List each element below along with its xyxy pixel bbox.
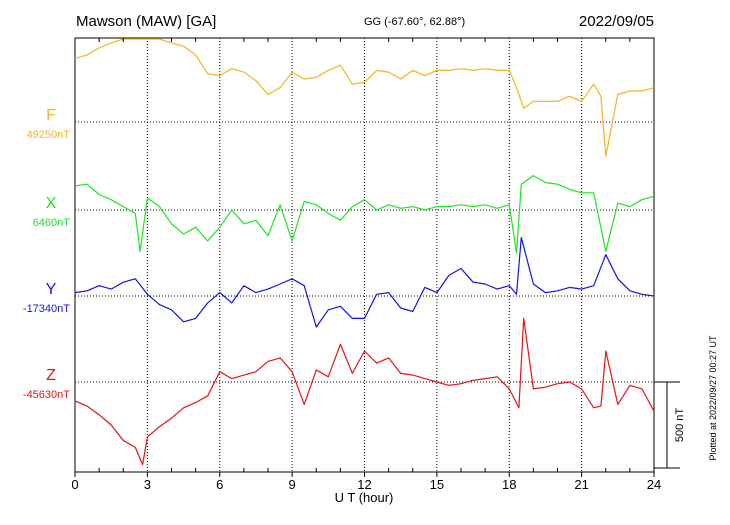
series-baseline-z: -45630nT: [23, 389, 70, 401]
series-name-y: Y: [46, 281, 57, 298]
series-baseline-f: 49250nT: [27, 129, 71, 141]
station-title: Mawson (MAW) [GA]: [76, 13, 216, 30]
coordinates-label: GG (-67.60°, 62.88°): [364, 16, 465, 28]
x-tick-label: 6: [216, 477, 223, 492]
date-label: 2022/09/05: [579, 13, 654, 30]
x-tick-label: 18: [502, 477, 516, 492]
x-tick-label: 15: [430, 477, 444, 492]
grid-lines: [146, 38, 583, 472]
series-line-f: [74, 38, 655, 157]
series-line-y: [74, 236, 655, 328]
series-name-f: F: [46, 107, 56, 124]
x-tick-label: 9: [289, 477, 296, 492]
x-tick-label: 0: [71, 477, 78, 492]
series-name-z: Z: [46, 367, 56, 384]
series-layer: [74, 38, 655, 466]
x-tick-label: 24: [647, 477, 661, 492]
series-labels: F 49250nT X 6460nT Y -17340nT Z -45630nT: [23, 107, 70, 401]
x-tick-label: 3: [144, 477, 151, 492]
scale-bar-label: 500 nT: [674, 408, 686, 443]
series-name-x: X: [46, 195, 57, 212]
x-tick-label: 21: [574, 477, 588, 492]
baseline-lines: [75, 121, 654, 383]
series-line-x: [74, 175, 655, 254]
series-baseline-y: -17340nT: [23, 303, 70, 315]
scale-bar: 500 nT: [654, 381, 686, 469]
x-axis-ticks: 0 3 6 9 12 15 18 21 24: [71, 38, 661, 492]
plotted-timestamp: Plotted at 2022/09/27 00:27 UT: [708, 335, 718, 461]
x-axis-label: U T (hour): [335, 490, 394, 505]
series-baseline-x: 6460nT: [33, 217, 71, 229]
series-line-z: [74, 317, 655, 466]
x-tick-label: 12: [357, 477, 371, 492]
